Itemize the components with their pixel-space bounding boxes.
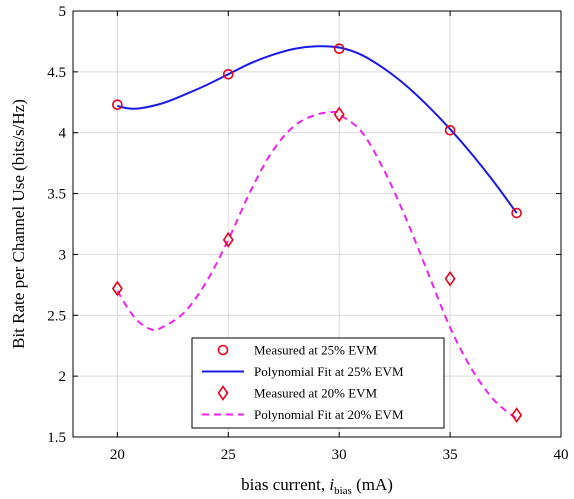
x-tick-label: 25: [221, 447, 236, 463]
y-tick-label: 4.5: [47, 65, 66, 81]
x-tick-label: 35: [443, 447, 458, 463]
legend-box: [191, 337, 445, 429]
y-axis-ticks: 1.5 2 2.5 3 3.5 4 4.5 5: [47, 4, 561, 446]
x-axis-label: bias current, ibias (mA): [241, 475, 393, 497]
series-layer: [111, 43, 523, 423]
legend: Measured at 25% EVM Polynomial Fit at 25%…: [191, 337, 445, 429]
legend-label: Measured at 25% EVM: [254, 343, 378, 358]
y-tick-label: 3: [59, 247, 67, 263]
y-tick-label: 5: [59, 4, 67, 20]
legend-label: Measured at 20% EVM: [254, 386, 378, 401]
data-point-diamond: [511, 407, 523, 423]
data-point-diamond: [444, 270, 456, 287]
x-tick-label: 30: [332, 447, 347, 463]
y-tick-label: 1.5: [47, 430, 66, 446]
y-tick-label: 4: [59, 126, 67, 142]
y-tick-label: 3.5: [47, 187, 66, 203]
y-tick-label: 2: [59, 369, 67, 385]
data-point-circle: [333, 43, 345, 55]
legend-label: Polynomial Fit at 20% EVM: [254, 407, 404, 422]
legend-marker-swatch: [217, 344, 229, 356]
fit-curve: [117, 45, 518, 214]
series-1-markers: [112, 43, 522, 219]
data-point-diamond: [111, 280, 123, 297]
y-tick-label: 2.5: [47, 308, 66, 324]
series-2-line: [117, 45, 518, 214]
x-tick-label: 20: [110, 447, 125, 463]
y-axis-label: Bit Rate per Channel Use (bits/s/Hz): [9, 99, 28, 349]
data-point-circle: [511, 207, 522, 219]
plot-frame: [72, 10, 562, 438]
data-point-circle: [112, 99, 123, 111]
legend-item: Measured at 25% EVM: [217, 343, 378, 358]
data-point-circle: [222, 68, 234, 80]
data-point-circle: [444, 124, 456, 136]
legend-label: Polynomial Fit at 25% EVM: [254, 364, 404, 379]
series-3-markers: [111, 106, 523, 423]
x-tick-label: 40: [554, 447, 569, 463]
data-point-diamond: [333, 106, 345, 123]
data-point-diamond: [222, 231, 234, 248]
x-axis-ticks: 20 25 30 35 40: [110, 11, 569, 463]
legend-marker-swatch: [217, 385, 229, 401]
legend-item: Polynomial Fit at 25% EVM: [202, 364, 404, 379]
legend-item: Measured at 20% EVM: [217, 385, 378, 401]
legend-item: Polynomial Fit at 20% EVM: [202, 407, 404, 422]
